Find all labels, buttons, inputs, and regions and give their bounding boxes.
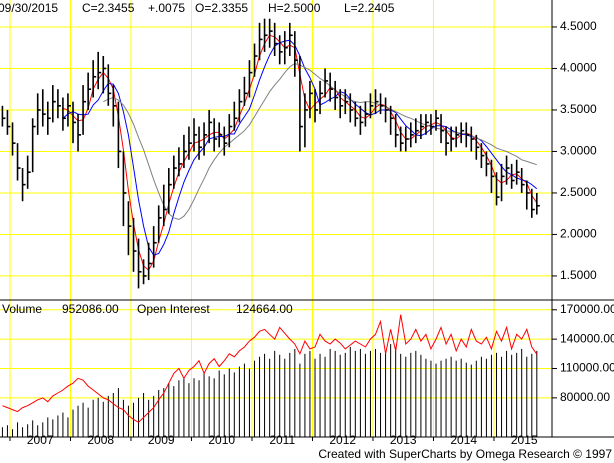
y-tick-label: 80000.00 <box>560 390 610 404</box>
header-low: L=2.2405 <box>344 1 395 15</box>
y-tick-label: 1.5000 <box>560 268 597 282</box>
x-tick-label: 2014 <box>450 433 477 447</box>
volume-value: 952086.00 <box>62 302 119 316</box>
x-tick-label: 2010 <box>208 433 235 447</box>
moving-average-line <box>103 62 537 221</box>
y-tick-label: 2.5000 <box>560 185 597 199</box>
y-tick-label: 4.0000 <box>560 61 597 75</box>
y-tick-label: 110000.00 <box>560 361 614 375</box>
header-open: O=2.3355 <box>195 1 248 15</box>
open-interest-line <box>2 314 538 423</box>
y-tick-label: 140000.00 <box>560 331 614 345</box>
y-tick-label: 4.5000 <box>560 19 597 33</box>
oi-label: Open Interest <box>137 302 210 316</box>
y-tick-label: 3.5000 <box>560 102 597 116</box>
oi-value: 124664.00 <box>236 302 293 316</box>
x-tick-label: 2009 <box>148 433 175 447</box>
x-tick-label: 2008 <box>87 433 114 447</box>
header-change: +.0075 <box>148 1 185 15</box>
x-tick-label: 2012 <box>329 433 356 447</box>
x-tick-label: 2011 <box>269 433 295 447</box>
header-date: 09/30/2015 <box>0 1 58 15</box>
x-tick-label: 2013 <box>390 433 417 447</box>
y-tick-label: 3.0000 <box>560 144 597 158</box>
volume-label: Volume <box>2 302 42 316</box>
y-tick-label: 170000.00 <box>560 302 614 316</box>
y-tick-label: 2.0000 <box>560 227 597 241</box>
header-close: C=2.3455 <box>82 1 135 15</box>
x-tick-label: 2007 <box>27 433 54 447</box>
header-high: H=2.5000 <box>268 1 321 15</box>
x-tick-label: 2015 <box>511 433 538 447</box>
footer: Created with SuperCharts by Omega Resear… <box>318 447 612 461</box>
